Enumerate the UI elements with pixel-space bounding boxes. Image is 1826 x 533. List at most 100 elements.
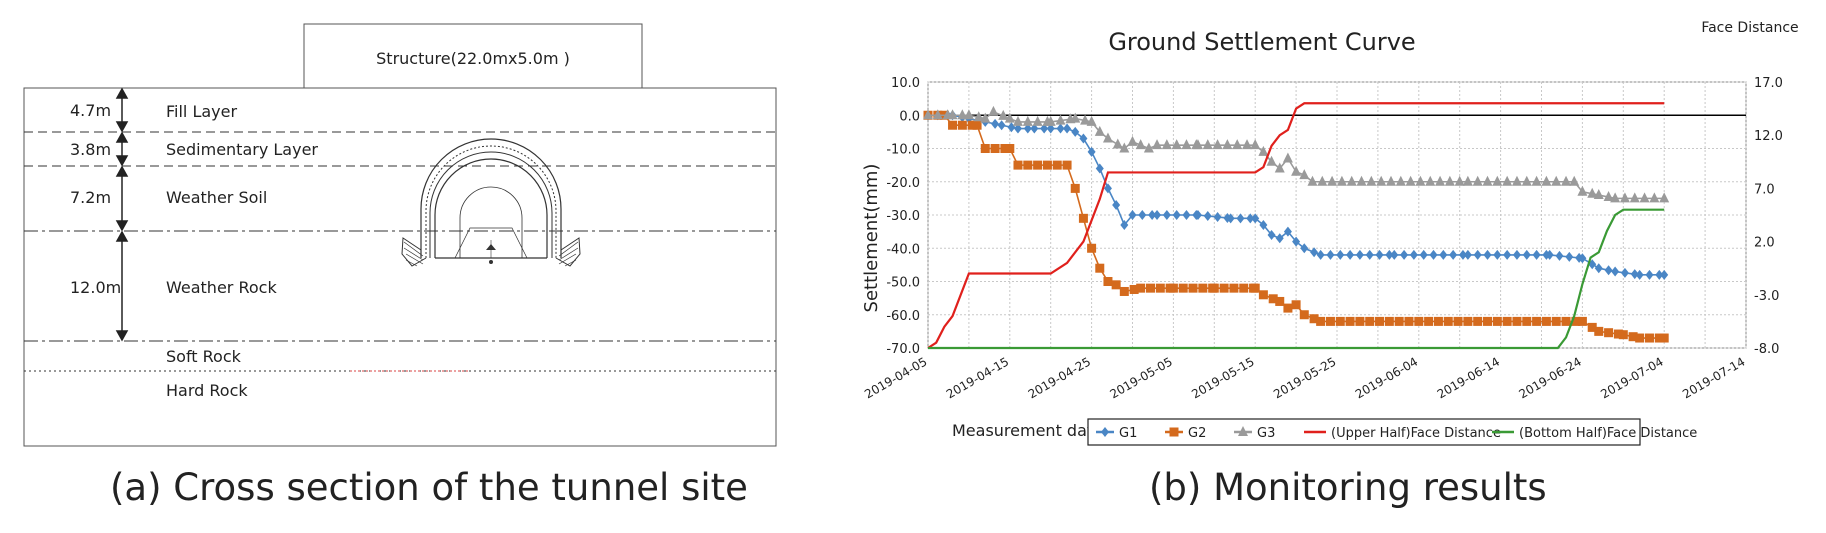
x-tick-label: 2019-05-15 [1189, 354, 1256, 401]
g2-point [1268, 294, 1278, 304]
x-tick-label: 2019-07-04 [1598, 354, 1665, 401]
thickness-fill: 4.7m [70, 101, 111, 120]
g3-point [1587, 187, 1598, 198]
g3-point [1012, 115, 1023, 126]
g2-point [1613, 329, 1623, 339]
g3-point [1045, 115, 1056, 126]
g3-point [1639, 192, 1650, 203]
g1-point [1120, 219, 1129, 230]
g2-point [1483, 316, 1493, 326]
x-tick-label: 2019-05-05 [1107, 354, 1174, 401]
g2-point [1644, 333, 1654, 343]
y-tick-label: -10.0 [886, 143, 920, 158]
g2-point [1291, 300, 1301, 310]
g3-point [1659, 192, 1670, 203]
g3-point [1317, 175, 1328, 186]
g3-point [1086, 115, 1097, 126]
g3-point [1135, 139, 1146, 150]
g2-point [1283, 303, 1293, 313]
g3-point [1395, 175, 1406, 186]
g3-point [1291, 165, 1302, 176]
g1-point [1594, 263, 1603, 274]
g2-point [1404, 316, 1414, 326]
g3-point [973, 111, 984, 122]
g1-point [1063, 123, 1072, 134]
x-tick-label: 2019-07-14 [1680, 354, 1747, 401]
g1-point [1326, 249, 1335, 260]
g1-point [1103, 183, 1112, 194]
g3-point [1055, 114, 1066, 125]
g2-point [1414, 316, 1424, 326]
legend-item-5: (Bottom Half)Face Distance [1492, 426, 1697, 441]
y2-tick-label: -3.0 [1754, 289, 1779, 304]
g3-point [1282, 152, 1293, 163]
g3-point [1242, 139, 1253, 150]
monitoring-chart-panel: Ground Settlement Curve Face Distance Se… [840, 0, 1826, 529]
g1-point [1532, 249, 1541, 260]
g1-point [1275, 233, 1284, 244]
cross-section-panel: Structure(22.0mx5.0m ) 4.7m 3.8m 7.2m 12… [0, 0, 800, 529]
x-tick-label: 2019-06-24 [1516, 354, 1583, 401]
g2-point [1365, 316, 1375, 326]
legend-label: G2 [1188, 426, 1206, 441]
g2-point [1062, 160, 1072, 170]
g3-point [980, 112, 991, 123]
g3-point [1521, 175, 1532, 186]
g3-point [1629, 192, 1640, 203]
g3-point [1080, 114, 1091, 125]
g2-point [1258, 290, 1268, 300]
g1-point [1095, 163, 1104, 174]
series-line [927, 102, 1665, 349]
g2-point [1095, 263, 1105, 273]
g1-point [1630, 269, 1639, 280]
g3-point [1356, 175, 1367, 186]
g1-point [1419, 249, 1428, 260]
y-tick-label: -60.0 [886, 309, 920, 324]
g3-point [1649, 192, 1660, 203]
g3-point [947, 109, 958, 120]
g2-point [1512, 316, 1522, 326]
y2-tick-label: 2.0 [1754, 236, 1775, 251]
g2-point [1541, 316, 1551, 326]
g2-point [1532, 316, 1542, 326]
g3-point [1299, 169, 1310, 180]
g1-point [1409, 249, 1418, 260]
legend-item-3: G3 [1234, 426, 1275, 441]
y2-axis-title: Face Distance [1701, 20, 1798, 36]
g3-point [1143, 142, 1154, 153]
g3-point [1577, 185, 1588, 196]
g1-point [1056, 123, 1065, 134]
g3-point [1435, 175, 1446, 186]
g2-point [1571, 316, 1581, 326]
g3-point [1004, 112, 1015, 123]
g1-point [1007, 122, 1016, 133]
g3-point [1032, 115, 1043, 126]
g2-point [948, 120, 958, 130]
g3-point [1102, 132, 1113, 143]
g3-point [1327, 175, 1338, 186]
g1-point [1336, 249, 1345, 260]
g2-point [967, 120, 977, 130]
g2-point [1250, 283, 1260, 293]
g3-point [1307, 175, 1318, 186]
x-tick-label: 2019-05-25 [1271, 354, 1338, 401]
y2-tick-label: 12.0 [1754, 129, 1783, 144]
g1-point [1473, 249, 1482, 260]
g1-point [1236, 213, 1245, 224]
g2-point [1628, 332, 1638, 342]
g3-point [957, 109, 968, 120]
g2-point [1492, 316, 1502, 326]
g2-point [1394, 316, 1404, 326]
y2-tick-label: 7.0 [1754, 182, 1775, 197]
g3-point [1603, 191, 1614, 202]
g2-point [1168, 283, 1178, 293]
g3-point [1472, 175, 1483, 186]
g3-point [1336, 175, 1347, 186]
g3-point [1569, 175, 1580, 186]
g2-point [1473, 316, 1483, 326]
x-tick-label: 2019-04-25 [1026, 354, 1093, 401]
g1-point [1355, 249, 1364, 260]
g3-point [1610, 192, 1621, 203]
series-1 [924, 110, 1669, 280]
g1-point [1449, 249, 1458, 260]
